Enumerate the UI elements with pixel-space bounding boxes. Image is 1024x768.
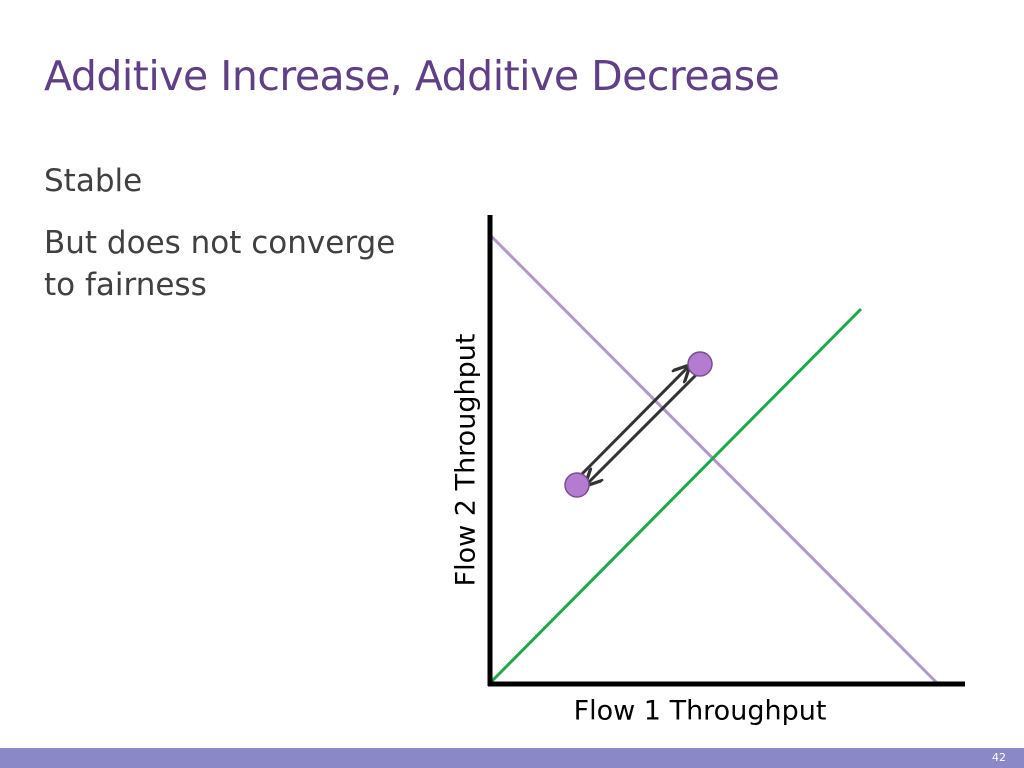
x-axis-label: Flow 1 Throughput bbox=[573, 695, 827, 727]
y-axis-label: Flow 2 Throughput bbox=[450, 333, 482, 587]
page-number: 42 bbox=[992, 751, 1006, 764]
increase-arrow bbox=[576, 366, 689, 480]
lower-point bbox=[564, 472, 590, 498]
fairness-line bbox=[488, 307, 863, 685]
footer-bar: 42 bbox=[0, 748, 1024, 768]
bullet-no-convergence: But does not converge to fairness bbox=[44, 225, 396, 303]
bullet-stable: Stable bbox=[44, 163, 143, 199]
upper-point bbox=[687, 351, 713, 377]
slide-title: Additive Increase, Additive Decrease bbox=[44, 52, 780, 100]
bullet-list: Stable But does not converge to fairness bbox=[44, 160, 424, 326]
decrease-arrow bbox=[586, 371, 700, 485]
throughput-diagram bbox=[487, 215, 965, 687]
